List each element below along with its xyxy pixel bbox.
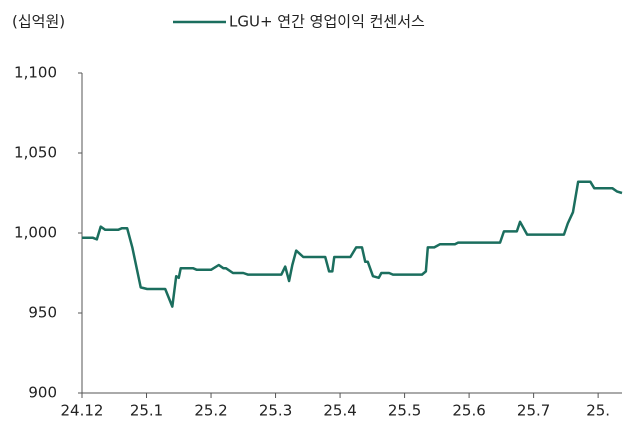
line-series xyxy=(82,180,623,308)
x-tick-label: 25.6 xyxy=(452,402,485,420)
x-tick-label: 25.5 xyxy=(388,402,421,420)
x-tick-label: 25.7 xyxy=(517,402,550,420)
y-tick-label: 900 xyxy=(28,384,57,402)
x-tick-label: 25.3 xyxy=(259,402,292,420)
y-tick-label: 1,100 xyxy=(14,64,57,82)
x-tick-label: 25.1 xyxy=(130,402,163,420)
x-tick-label: 25. xyxy=(586,402,610,420)
y-tick-label: 1,050 xyxy=(14,144,57,162)
x-tick-label: 25.2 xyxy=(194,402,227,420)
y-tick-label: 950 xyxy=(28,304,57,322)
y-tick-label: 1,000 xyxy=(14,224,57,242)
x-tick-label: 25.4 xyxy=(323,402,356,420)
legend-label: LGU+ 연간 영업이익 컨센서스 xyxy=(229,13,425,31)
unit-label: (십억원) xyxy=(12,13,65,31)
x-tick-label: 24.12 xyxy=(61,402,104,420)
